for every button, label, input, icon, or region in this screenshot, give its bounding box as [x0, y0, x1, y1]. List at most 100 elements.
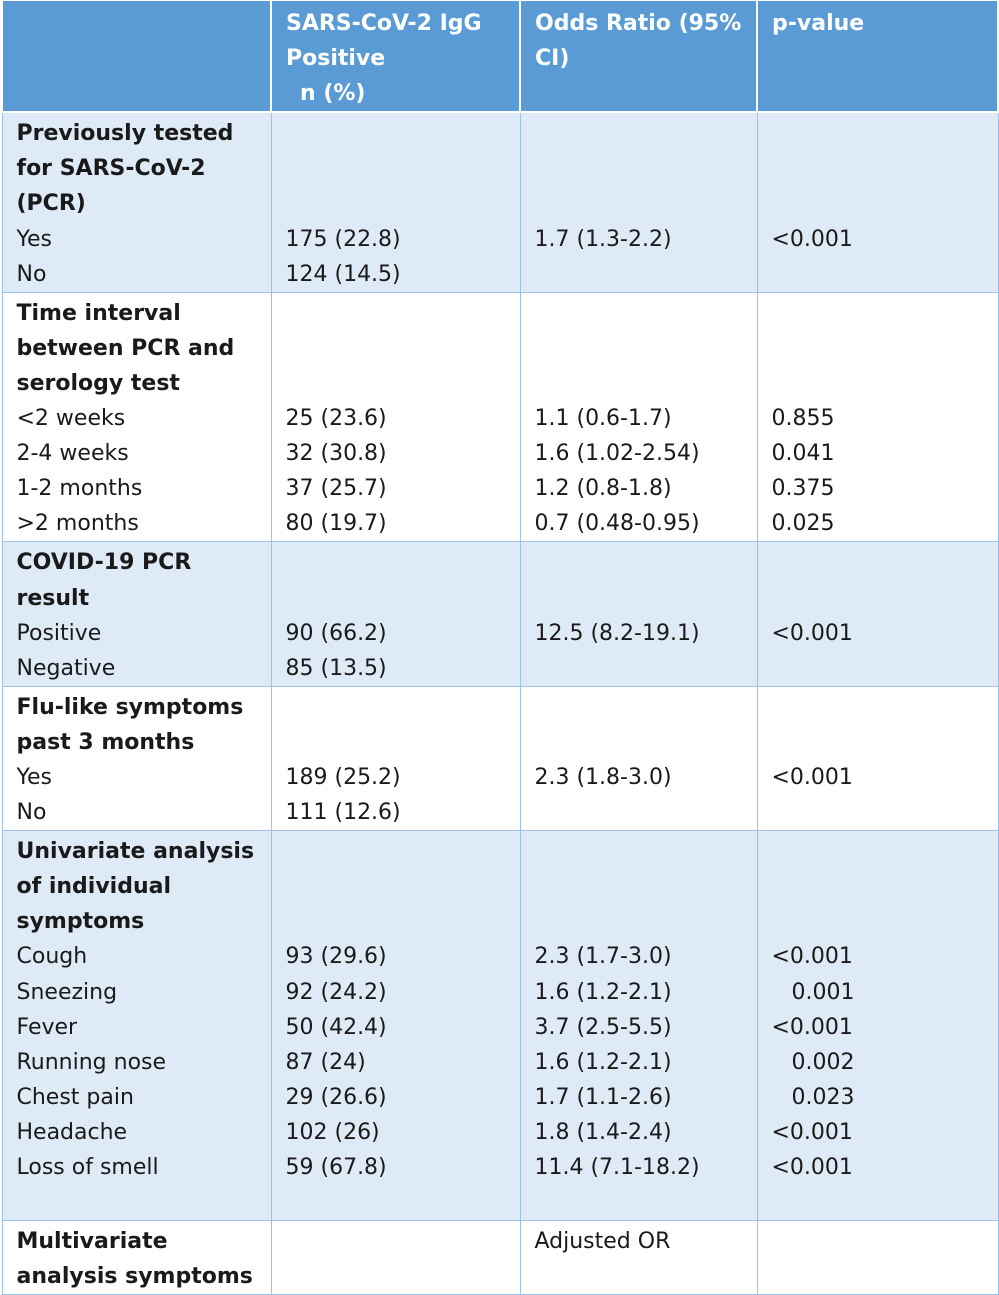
blank-line [535, 1259, 757, 1294]
blank-line [286, 1185, 520, 1220]
row-odds-ratio: 1.6 (1.02-2.54) [534, 441, 700, 467]
row-odds-ratio: 1.7 (1.3-2.2) [534, 226, 672, 252]
row-odds-ratio: 11.4 (7.1-18.2) [534, 1155, 700, 1180]
blank-line [772, 331, 998, 366]
blank-line [286, 186, 520, 221]
blank-line [17, 1185, 271, 1220]
blank-line [772, 151, 998, 186]
group-row: COVID-19 PCR result Positive Negative 90 (6… [1, 541, 999, 687]
row-label: No [16, 261, 47, 287]
group-or-cell: Adjusted OR [519, 1220, 758, 1295]
group-p-cell [756, 1220, 999, 1295]
row-odds-ratio: 2.3 (1.7-3.0) [534, 944, 672, 970]
blank-line [772, 869, 998, 904]
blank-line [535, 651, 757, 686]
blank-line [286, 331, 520, 366]
header-or-line-2: CI) [535, 46, 570, 72]
blank-line [286, 151, 520, 186]
blank-line [535, 296, 757, 331]
group-title-line: Flu-like symptoms [16, 694, 244, 720]
row-p-value: 0.001 [791, 979, 855, 1005]
row-label: Fever [16, 1014, 78, 1040]
blank-line [286, 545, 520, 580]
header-or-line-1: Odds Ratio (95% [535, 11, 742, 36]
group-title-line: Multivariate [16, 1229, 168, 1255]
blank-line [772, 904, 998, 939]
blank-line [535, 795, 757, 830]
row-igg-value: 85 (13.5) [285, 655, 387, 681]
group-row: Univariate analysis of individual symptoms… [1, 830, 999, 1222]
group-p-cell: <0.001 [756, 685, 999, 832]
row-p-value: 0.023 [791, 1084, 855, 1110]
group-title-line: of individual [16, 874, 172, 900]
blank-line [535, 116, 757, 151]
blank-line [286, 904, 520, 939]
blank-line [535, 545, 757, 580]
row-label: No [16, 800, 47, 826]
group-p-cell: <0.001 [756, 111, 999, 293]
blank-line [772, 116, 998, 151]
row-odds-ratio: 1.8 (1.4-2.4) [534, 1119, 672, 1145]
blank-line [286, 366, 520, 401]
row-label: Negative [16, 655, 116, 681]
blank-line [286, 1259, 520, 1294]
row-label: Yes [16, 764, 53, 790]
row-igg-value: 59 (67.8) [285, 1155, 387, 1180]
blank-line [772, 651, 998, 686]
header-igg-line-2: Positive [286, 46, 386, 72]
blank-line [772, 366, 998, 401]
row-p-value: <0.001 [771, 226, 853, 252]
blank-line [286, 1224, 520, 1259]
blank-line [286, 581, 520, 616]
blank-line [772, 1259, 998, 1294]
adjusted-or-label: Adjusted OR [534, 1229, 671, 1255]
row-label: 1-2 months [16, 476, 143, 502]
blank-line [535, 904, 757, 939]
row-label: Cough [16, 944, 88, 970]
blank-line [772, 296, 998, 331]
row-label: <2 weeks [16, 406, 126, 432]
blank-line [535, 186, 757, 221]
row-p-value: 0.375 [771, 476, 835, 502]
row-odds-ratio: 0.7 (0.48-0.95) [534, 511, 700, 537]
row-p-value: <0.001 [771, 1119, 853, 1145]
row-odds-ratio: 1.6 (1.2-2.1) [534, 1049, 672, 1075]
blank-line [535, 331, 757, 366]
group-row: Multivariate analysis symptoms Adjusted O… [1, 1220, 999, 1295]
group-variable-cell: Multivariate analysis symptoms [1, 1220, 272, 1295]
header-row: SARS-CoV-2 IgG Positive n (%) Odds Ratio… [1, 1, 999, 114]
blank-line [535, 834, 757, 869]
blank-line [535, 581, 757, 616]
row-p-value: 0.002 [791, 1049, 855, 1075]
header-p-value: p-value [756, 1, 999, 114]
row-igg-value: 175 (22.8) [285, 226, 401, 252]
row-p-value: <0.001 [771, 620, 853, 646]
header-variable [1, 1, 272, 114]
header-igg-line-3: n (%) [300, 81, 366, 107]
blank-line [535, 690, 757, 725]
blank-line [772, 1185, 998, 1220]
group-variable-cell: Flu-like symptoms past 3 months Yes No [1, 685, 272, 832]
group-igg-cell: 189 (25.2) 111 (12.6) [270, 685, 521, 832]
blank-line [286, 725, 520, 760]
blank-line [286, 116, 520, 151]
group-or-cell: 2.3 (1.7-3.0) 1.6 (1.2-2.1) 3.7 (2.5-5.5) 1… [519, 830, 758, 1222]
blank-line [535, 869, 757, 904]
row-igg-value: 87 (24) [285, 1049, 366, 1075]
group-or-cell: 12.5 (8.2-19.1) [519, 541, 758, 687]
group-p-cell: <0.001 [756, 541, 999, 687]
group-igg-cell: 175 (22.8) 124 (14.5) [270, 111, 521, 293]
group-or-cell: 2.3 (1.8-3.0) [519, 685, 758, 832]
row-igg-value: 189 (25.2) [285, 764, 401, 790]
group-igg-cell [270, 1220, 521, 1295]
group-title-line: for SARS-CoV-2 [16, 156, 206, 182]
blank-line [535, 725, 757, 760]
row-label: Headache [16, 1119, 128, 1145]
blank-line [286, 869, 520, 904]
row-label: Yes [16, 226, 53, 252]
row-odds-ratio: 12.5 (8.2-19.1) [534, 620, 700, 646]
blank-line [535, 257, 757, 292]
group-title-line: past 3 months [16, 729, 195, 755]
blank-line [772, 725, 998, 760]
row-igg-value: 93 (29.6) [285, 944, 387, 970]
